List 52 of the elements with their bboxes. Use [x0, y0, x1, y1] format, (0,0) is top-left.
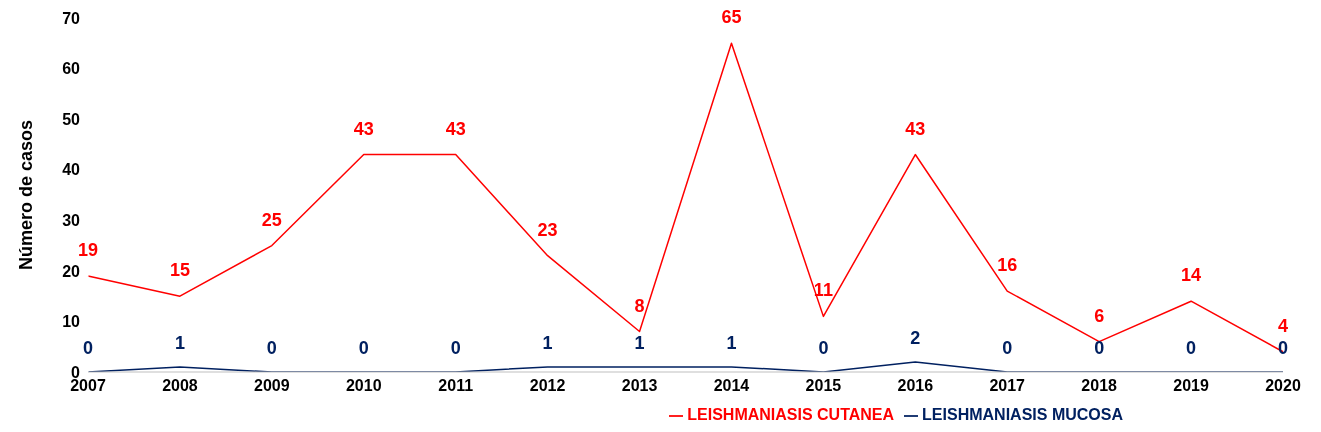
x-tick-label: 2017	[989, 377, 1026, 395]
y-tick-label: 70	[62, 9, 81, 27]
x-tick-label: 2012	[529, 377, 566, 395]
data-label: 19	[77, 239, 99, 260]
data-label: 0	[1277, 338, 1289, 358]
data-label: 1	[542, 332, 553, 353]
x-tick-label: 2013	[621, 377, 658, 395]
y-tick-label: 20	[62, 262, 81, 280]
y-tick-label: 60	[62, 60, 81, 78]
x-tick-label: 2014	[713, 377, 750, 395]
x-tick-label: 2020	[1265, 377, 1301, 395]
data-label: 2	[910, 327, 921, 348]
x-tick-label: 2011	[438, 377, 474, 395]
y-tick-label: 50	[62, 110, 81, 128]
x-tick-label: 2015	[805, 377, 842, 395]
x-tick-label: 2009	[254, 377, 290, 395]
data-label: 0	[82, 338, 94, 358]
data-label: 16	[997, 255, 1018, 276]
data-label: 0	[450, 338, 461, 358]
data-label: 6	[1094, 305, 1105, 326]
x-tick-label: 2019	[1173, 377, 1209, 395]
data-label: 1	[174, 332, 185, 353]
data-label: 0	[1186, 338, 1197, 358]
data-label: 0	[358, 338, 369, 358]
data-label: 0	[1002, 338, 1013, 358]
data-label: 43	[905, 118, 926, 139]
data-label: 43	[353, 118, 374, 139]
data-label: 8	[634, 295, 645, 316]
x-tick-label: 2018	[1081, 377, 1118, 395]
data-label: 11	[813, 280, 833, 301]
x-tick-label: 2007	[70, 377, 106, 395]
data-label: 15	[169, 260, 190, 281]
data-label: 65	[721, 7, 742, 28]
legend-label: LEISHMANIASIS MUCOSA	[922, 406, 1123, 423]
data-label: 1	[726, 332, 737, 353]
y-tick-label: 30	[62, 211, 81, 229]
data-label: 25	[261, 209, 282, 230]
data-label: 0	[1094, 338, 1105, 358]
data-label: 1	[634, 332, 645, 353]
x-tick-label: 2008	[162, 377, 198, 395]
x-tick-label: 2010	[345, 377, 382, 395]
y-tick-label: 10	[62, 313, 81, 331]
data-label: 14	[1181, 265, 1202, 286]
legend-label: LEISHMANIASIS CUTANEA	[687, 406, 895, 423]
y-tick-label: 40	[62, 161, 81, 179]
x-tick-label: 2016	[897, 377, 934, 395]
data-label: 43	[445, 118, 466, 139]
data-label: 23	[537, 219, 558, 240]
y-axis-title: Número de casos	[16, 119, 37, 271]
data-label: 0	[266, 338, 277, 358]
data-label: 4	[1277, 315, 1289, 336]
data-label: 0	[818, 338, 829, 358]
